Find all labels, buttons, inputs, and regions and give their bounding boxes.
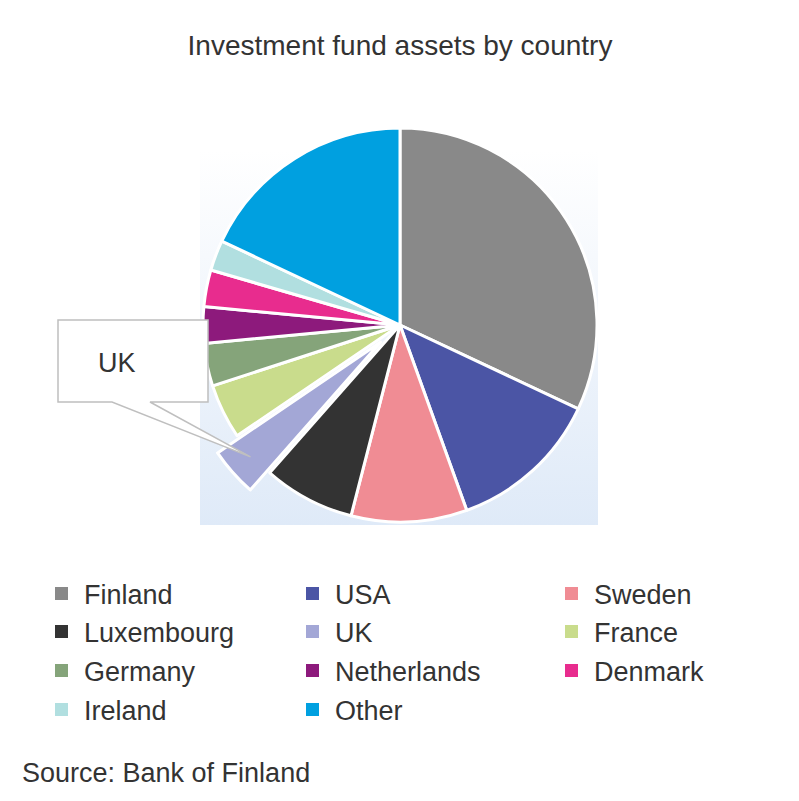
legend: Finland USA Sweden Luxembourg UK France German… (55, 580, 704, 726)
legend-swatch (306, 664, 319, 677)
legend-swatch (306, 625, 319, 638)
legend-swatch (565, 664, 578, 677)
legend-label: Other (335, 696, 403, 726)
annotation: UK (98, 348, 136, 378)
legend-label: Denmark (594, 657, 704, 687)
title: Investment fund assets by country (188, 30, 613, 61)
legend-label: Ireland (84, 696, 167, 726)
legend-label: Sweden (594, 580, 692, 610)
legend-swatch (55, 703, 68, 716)
legend-label: Netherlands (335, 657, 481, 687)
legend-swatch (55, 664, 68, 677)
legend-swatch (306, 703, 319, 716)
chart: Investment fund assets by countryUKFinla… (0, 0, 799, 801)
source: Source: Bank of Finland (22, 758, 310, 788)
legend-swatch (55, 587, 68, 600)
legend-label: France (594, 618, 678, 648)
callout (58, 320, 250, 457)
slices (203, 128, 597, 522)
legend-swatch (565, 625, 578, 638)
slice (222, 128, 400, 325)
legend-swatch (565, 587, 578, 600)
legend-label: Finland (84, 580, 173, 610)
legend-label: UK (335, 618, 373, 648)
legend-swatch (306, 587, 319, 600)
legend-label: Germany (84, 657, 196, 687)
legend-swatch (55, 625, 68, 638)
legend-label: Luxembourg (84, 618, 234, 648)
legend-label: USA (335, 580, 391, 610)
